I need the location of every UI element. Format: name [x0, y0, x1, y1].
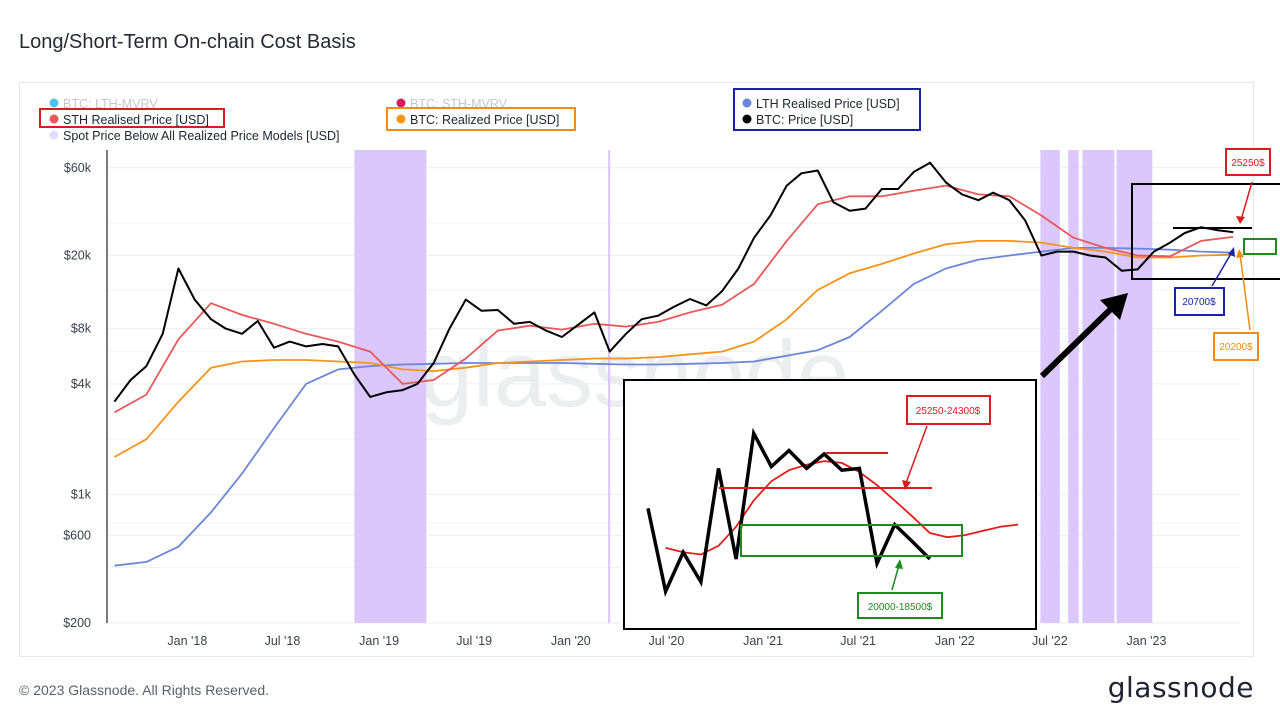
svg-text:20200$: 20200$ [1219, 342, 1253, 353]
below-all-bands [354, 150, 1153, 623]
x-tick-label: Jul '18 [265, 634, 301, 648]
series-line-sth [113, 184, 1234, 414]
legend-item-below-all[interactable]: Spot Price Below All Realized Price Mode… [49, 129, 340, 143]
legend-marker [49, 114, 59, 124]
below-all-band [1116, 150, 1153, 623]
y-axis-ticks: $200 $600 $1k $4k $8k $20k $60k [63, 161, 92, 630]
legend-label: STH Realised Price [USD] [63, 113, 209, 127]
legend-item-sth-realised[interactable]: STH Realised Price [USD] [39, 108, 225, 128]
x-axis-ticks: Jan '18 Jul '18 Jan '19 Jul '19 Jan '20 Jul '… [167, 634, 1166, 648]
x-tick-label: Jan '19 [359, 634, 399, 648]
legend-marker [742, 98, 752, 108]
legend-item-price[interactable]: BTC: Price [USD] [742, 113, 854, 127]
legend-marker [396, 114, 406, 124]
series-group [113, 161, 1234, 567]
series-line-realized [113, 239, 1234, 458]
legend-highlight-box [39, 108, 225, 128]
x-tick-label: Jan '22 [935, 634, 975, 648]
lth-level-callout: 20700$ [1174, 247, 1235, 316]
inset-sth-line [665, 460, 1019, 556]
legend-label: BTC: Realized Price [USD] [410, 113, 559, 127]
sth-level-callout: 25250$ [1225, 148, 1271, 224]
below-all-band [1040, 150, 1060, 623]
y-tick-label: $20k [64, 248, 92, 262]
glassnode-logo[interactable]: glassnode [1107, 671, 1254, 704]
zoom-highlight-box [1131, 183, 1280, 280]
legend-label: BTC: Price [USD] [756, 113, 853, 127]
x-tick-label: Jul '22 [1032, 634, 1068, 648]
realized-level-callout: 20200$ [1213, 249, 1259, 361]
legend-marker [49, 130, 59, 140]
inset-support-box [740, 524, 963, 557]
legend-marker [396, 98, 406, 108]
copyright: © 2023 Glassnode. All Rights Reserved. [19, 682, 270, 698]
svg-text:25250$: 25250$ [1231, 158, 1265, 169]
legend-label: BTC: LTH-MVRV [63, 97, 158, 111]
legend-label: Spot Price Below All Realized Price Mode… [63, 129, 340, 143]
y-tick-label: $1k [71, 488, 92, 502]
annotations: 25250$ 20700$ 20200$ [623, 148, 1280, 630]
svg-text:20000-18500$: 20000-18500$ [868, 602, 933, 613]
zoom-arrow [1039, 293, 1128, 379]
page-title: Long/Short-Term On-chain Cost Basis [19, 31, 356, 53]
legend-item-lth-realised[interactable]: LTH Realised Price [USD] [733, 88, 921, 131]
y-tick-label: $60k [64, 161, 92, 175]
legend-highlight-box [386, 107, 576, 131]
x-tick-label: Jul '20 [649, 634, 685, 648]
below-all-band [1068, 150, 1079, 623]
below-all-band [354, 150, 427, 623]
x-tick-label: Jul '19 [456, 634, 492, 648]
below-all-band [1082, 150, 1115, 623]
x-tick-label: Jul '21 [840, 634, 876, 648]
y-tick-label: $600 [63, 528, 91, 542]
y-tick-label: $4k [71, 377, 92, 391]
svg-text:20700$: 20700$ [1182, 297, 1216, 308]
chart-frame [19, 82, 1254, 657]
svg-text:25250-24300$: 25250-24300$ [916, 406, 981, 417]
legend: BTC: LTH-MVRV BTC: STH-MVRV LTH Realised… [39, 88, 921, 143]
legend-highlight-box [733, 88, 921, 131]
zoom-inset: 25250-24300$ 20000-18500$ [623, 379, 1037, 630]
legend-item-realized[interactable]: BTC: Realized Price [USD] [386, 107, 576, 131]
inset-series [646, 427, 1019, 597]
inset-resistance-callout: 25250-24300$ [902, 395, 991, 490]
support-marker-box [1243, 238, 1277, 255]
series-line-price [113, 161, 1234, 403]
inset-price-line [646, 427, 932, 597]
x-tick-label: Jan '20 [551, 634, 591, 648]
legend-marker [742, 114, 752, 124]
y-tick-label: $200 [63, 616, 91, 630]
x-tick-label: Jan '23 [1127, 634, 1167, 648]
inset-support-callout: 20000-18500$ [857, 559, 943, 619]
series-line-lth [114, 246, 1234, 567]
x-tick-label: Jan '21 [743, 634, 783, 648]
x-tick-label: Jan '18 [167, 634, 207, 648]
y-tick-label: $8k [71, 322, 92, 336]
legend-item-lth-mvrv[interactable]: BTC: LTH-MVRV [49, 97, 159, 111]
legend-label: LTH Realised Price [USD] [756, 97, 900, 111]
below-all-band [608, 150, 611, 623]
legend-marker [49, 98, 59, 108]
